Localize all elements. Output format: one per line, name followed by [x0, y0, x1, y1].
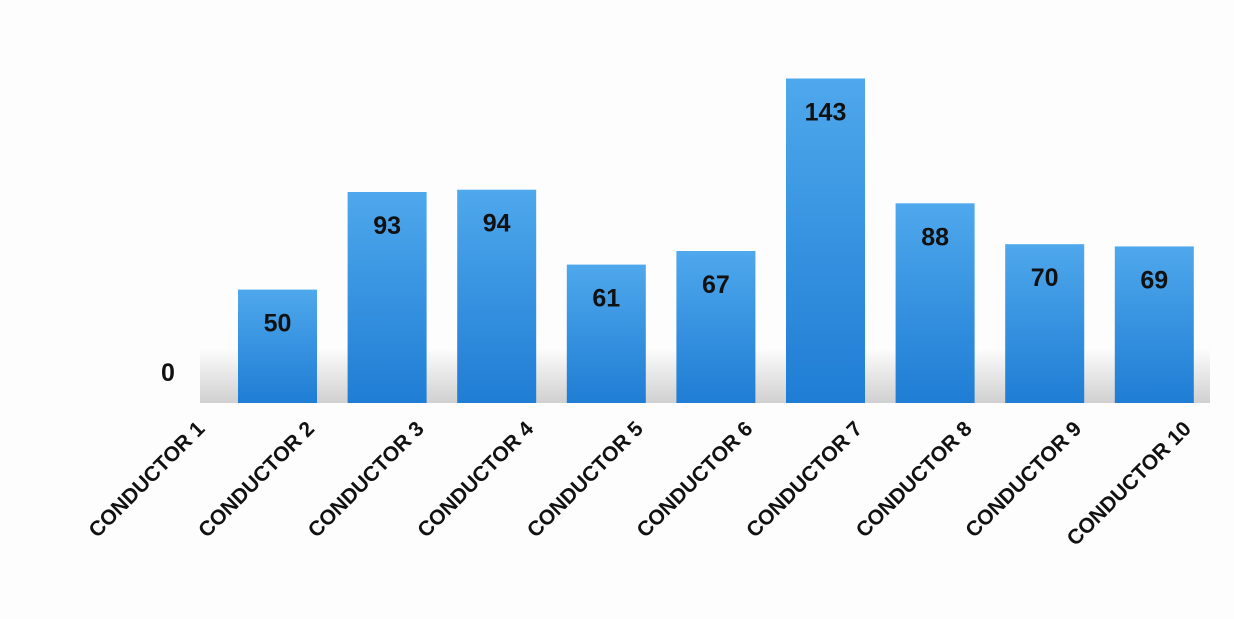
bar-4: [457, 189, 537, 403]
data-label-3: 93: [373, 212, 401, 240]
bar-8: [895, 203, 975, 403]
data-label-4: 94: [483, 210, 511, 238]
data-label-6: 67: [702, 271, 730, 299]
data-label-2: 50: [264, 310, 292, 338]
category-label-3: CONDUCTOR 3: [304, 417, 429, 542]
category-label-7: CONDUCTOR 7: [742, 417, 867, 542]
data-label-9: 70: [1031, 264, 1059, 292]
category-label-10: CONDUCTOR 10: [1063, 417, 1196, 550]
category-label-5: CONDUCTOR 5: [523, 417, 648, 542]
bar-2: [238, 289, 317, 403]
data-label-10: 69: [1140, 266, 1168, 294]
bar-10: [1114, 246, 1194, 403]
data-label-7: 143: [805, 99, 847, 127]
category-label-1: CONDUCTOR 1: [85, 417, 210, 542]
data-label-5: 61: [592, 285, 620, 313]
plot-area: 0 CONDUCTOR 1 50 CONDUCTOR 2 93 CONDUCTOR 3 94…: [85, 78, 1210, 550]
data-label-8: 88: [921, 223, 949, 251]
category-label-9: CONDUCTOR 9: [961, 417, 1086, 542]
category-label-2: CONDUCTOR 2: [194, 417, 319, 542]
bar-7: [786, 78, 865, 403]
bar-3: [347, 192, 427, 403]
bar-6: [676, 251, 756, 403]
category-label-4: CONDUCTOR 4: [413, 417, 538, 542]
bar-9: [1005, 244, 1085, 403]
data-label-1: 0: [161, 359, 175, 387]
category-label-8: CONDUCTOR 8: [852, 417, 977, 542]
bar-5: [566, 264, 646, 403]
category-label-6: CONDUCTOR 6: [633, 417, 758, 542]
